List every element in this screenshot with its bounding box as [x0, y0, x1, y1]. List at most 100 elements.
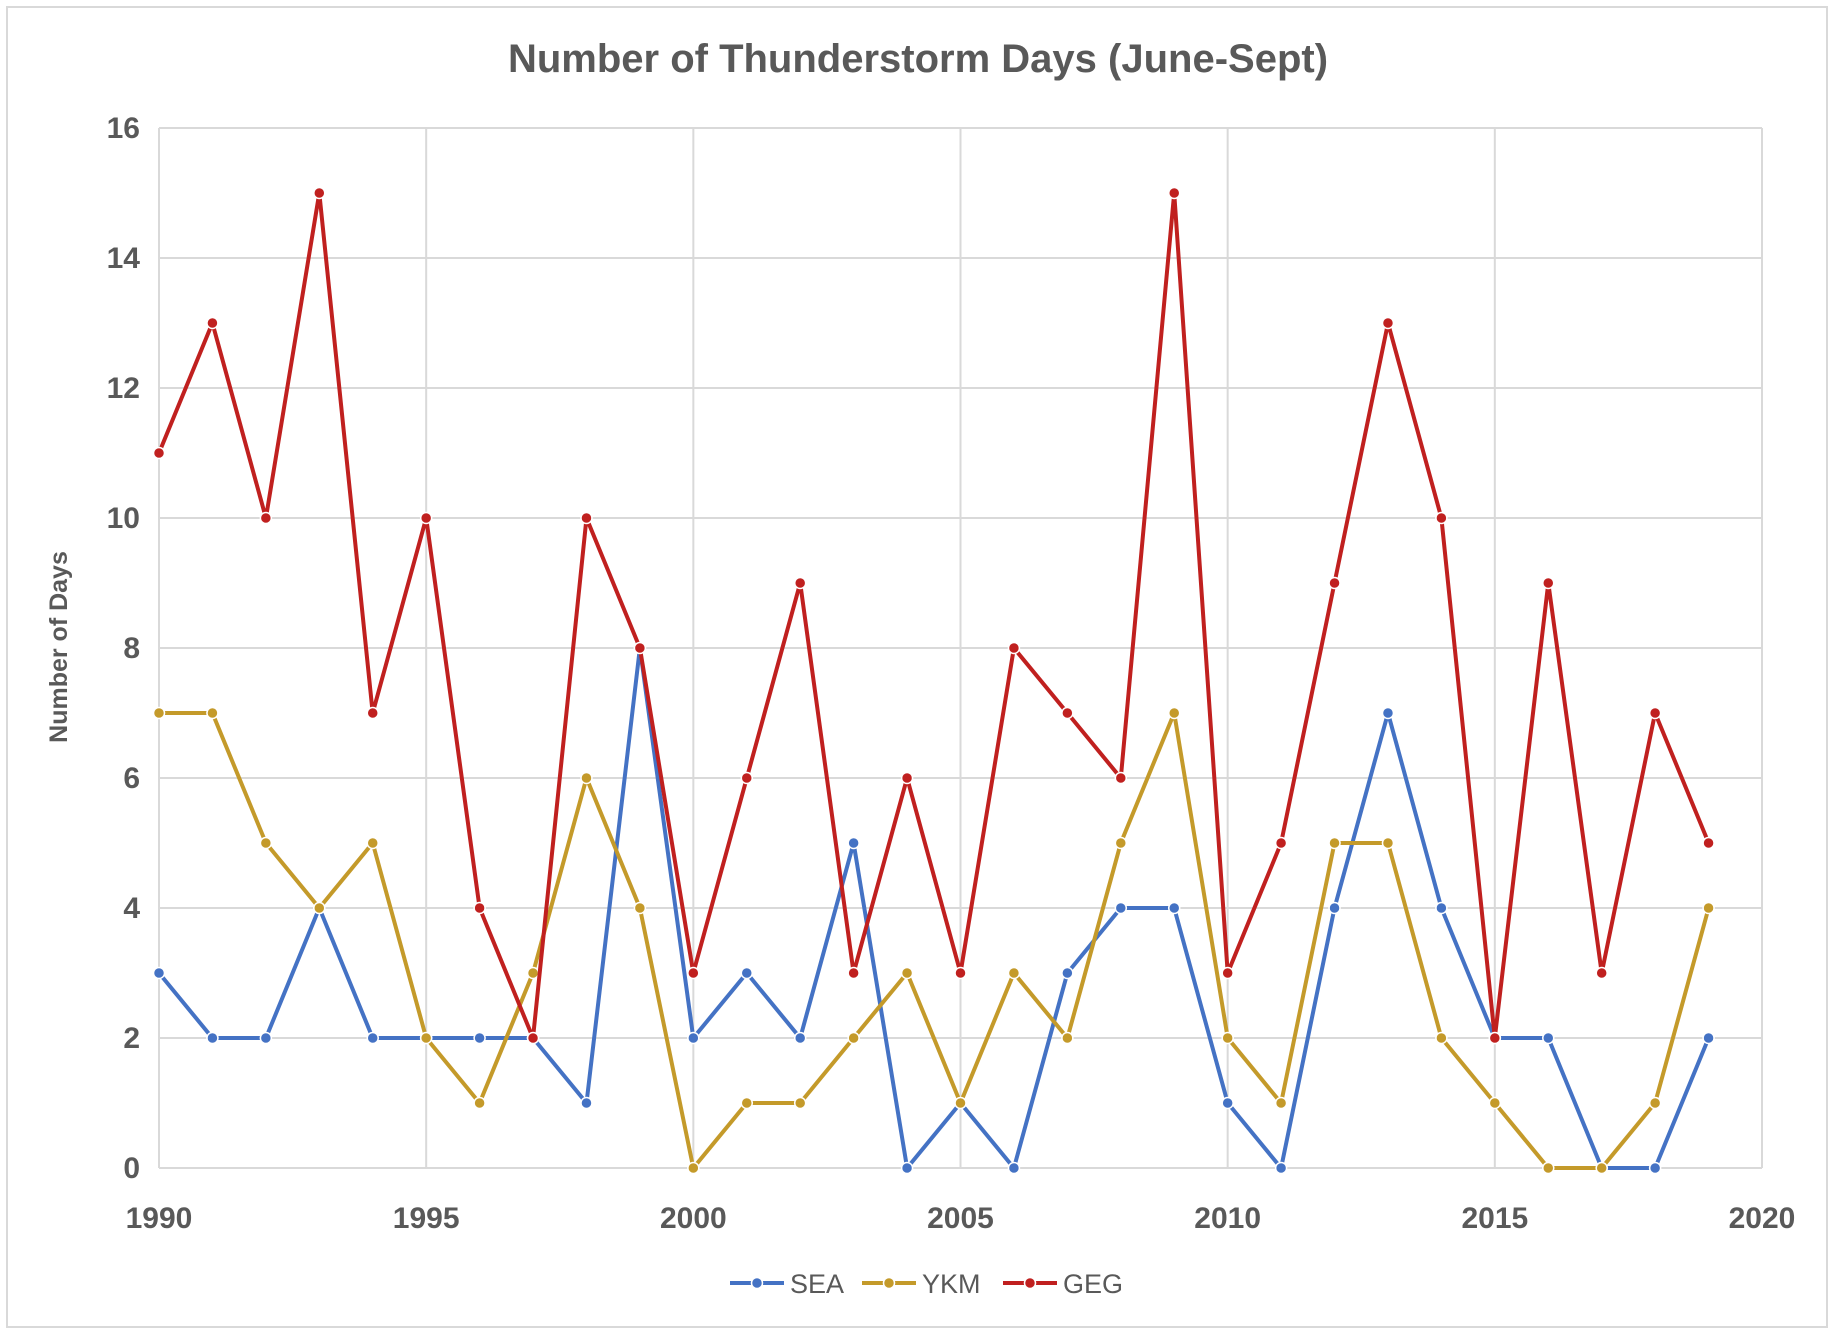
chart-area: [6, 6, 1828, 1328]
data-point: [152, 966, 166, 980]
data-point: [847, 966, 860, 980]
data-point: [1167, 186, 1181, 200]
data-point: [419, 511, 433, 525]
data-point: [1007, 641, 1021, 655]
data-point: [313, 901, 326, 915]
y-axis-label: Number of Days: [45, 551, 73, 743]
data-point: [366, 836, 379, 850]
data-point: [1542, 1031, 1555, 1045]
data-point: [793, 1096, 807, 1110]
data-point: [900, 966, 914, 980]
data-point: [1007, 1161, 1021, 1175]
data-point: [206, 706, 219, 720]
legend-label: GEG: [1063, 1269, 1123, 1299]
data-point: [1114, 771, 1128, 785]
legend-item-ykm: YKM: [862, 1269, 981, 1299]
data-point: [1488, 1031, 1502, 1045]
x-axis-ticks: 1990 1995 2000 2005 2010 2015 2020: [126, 1202, 1796, 1235]
data-point: [1435, 901, 1448, 915]
legend-item-sea: SEA: [730, 1269, 844, 1299]
data-point: [740, 771, 754, 785]
data-point: [1007, 966, 1021, 980]
y-tick-label: 0: [123, 1152, 140, 1185]
x-tick-label: 2015: [1461, 1202, 1528, 1235]
data-point: [1274, 1096, 1288, 1110]
data-point: [1061, 706, 1074, 720]
chart-title: Number of Thunderstorm Days (June-Sept): [508, 37, 1328, 81]
data-point: [152, 446, 166, 460]
data-point: [419, 1031, 433, 1045]
data-point: [1542, 1161, 1555, 1175]
data-point: [1381, 706, 1395, 720]
data-point: [1061, 1031, 1074, 1045]
y-tick-label: 2: [123, 1022, 140, 1055]
data-point: [954, 966, 967, 980]
gridlines: [158, 127, 1763, 1169]
series-line: [157, 646, 1711, 1170]
data-point: [259, 511, 273, 525]
data-point: [1702, 836, 1715, 850]
data-point: [1435, 1031, 1448, 1045]
data-point: [206, 1031, 219, 1045]
data-point: [1221, 1096, 1234, 1110]
legend: SEA YKM GEG: [730, 1269, 1123, 1299]
data-point: [473, 1031, 486, 1045]
series-ykm: [152, 706, 1715, 1175]
data-point: [687, 966, 700, 980]
data-point: [1381, 316, 1395, 330]
data-point: [1167, 706, 1181, 720]
x-tick-label: 1995: [393, 1202, 460, 1235]
legend-swatch-marker: [1023, 1276, 1037, 1290]
data-point: [1648, 706, 1662, 720]
data-point: [793, 576, 807, 590]
data-point: [1274, 1161, 1288, 1175]
data-point: [687, 1031, 700, 1045]
y-tick-label: 8: [123, 632, 140, 665]
data-point: [580, 771, 593, 785]
data-point: [1542, 576, 1555, 590]
data-point: [526, 1031, 540, 1045]
x-tick-label: 2010: [1194, 1202, 1261, 1235]
series-line: [159, 711, 1711, 1170]
data-point: [740, 1096, 754, 1110]
data-point: [473, 901, 486, 915]
data-point: [1381, 836, 1395, 850]
y-tick-label: 14: [107, 242, 141, 275]
data-point: [687, 1161, 700, 1175]
x-tick-label: 2020: [1729, 1202, 1796, 1235]
data-point: [1274, 836, 1288, 850]
series-lines: [152, 186, 1715, 1175]
data-point: [1328, 836, 1341, 850]
x-tick-label: 2000: [660, 1202, 727, 1235]
series-geg: [152, 186, 1715, 1045]
data-point: [847, 836, 860, 850]
legend-swatch-marker: [882, 1276, 896, 1290]
data-point: [740, 966, 754, 980]
data-point: [580, 511, 593, 525]
legend-label: SEA: [790, 1269, 844, 1299]
series-line: [157, 191, 1711, 1040]
y-axis-ticks: 0 2 4 6 8 10 12 14 16: [107, 112, 141, 1185]
data-point: [1648, 1161, 1662, 1175]
data-point: [633, 641, 647, 655]
data-point: [954, 1096, 967, 1110]
data-point: [900, 1161, 914, 1175]
data-point: [1702, 1031, 1715, 1045]
data-point: [1221, 1031, 1234, 1045]
x-tick-label: 1990: [126, 1202, 193, 1235]
data-point: [847, 1031, 860, 1045]
y-tick-label: 12: [107, 372, 140, 405]
data-point: [1221, 966, 1234, 980]
data-point: [1702, 901, 1715, 915]
legend-swatch-marker: [750, 1276, 764, 1290]
data-point: [366, 1031, 379, 1045]
x-tick-label: 2005: [927, 1202, 994, 1235]
data-point: [259, 836, 273, 850]
data-point: [313, 186, 326, 200]
legend-item-geg: GEG: [1003, 1269, 1123, 1299]
data-point: [1328, 576, 1341, 590]
data-point: [793, 1031, 807, 1045]
data-point: [1595, 1161, 1608, 1175]
data-point: [259, 1031, 273, 1045]
